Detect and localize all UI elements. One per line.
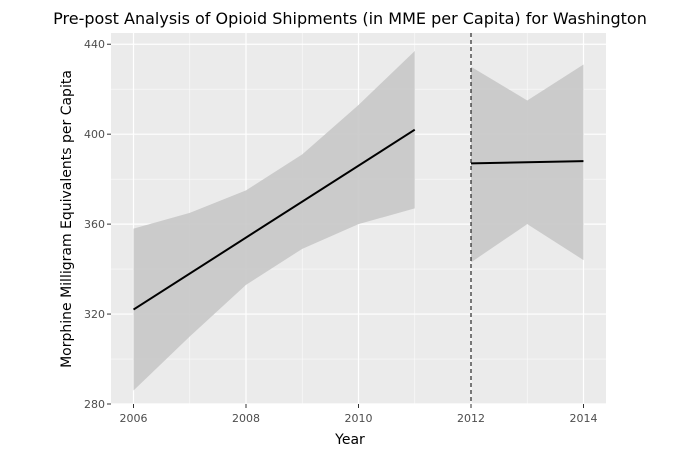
x-tick-label: 2006 — [120, 412, 148, 425]
y-tick-labels: 280 320 360 400 440 — [84, 38, 105, 411]
post-confidence-ribbon — [471, 64, 584, 263]
y-tick-label: 320 — [84, 308, 105, 321]
y-tick-label: 360 — [84, 218, 105, 231]
x-tick-label: 2008 — [232, 412, 260, 425]
axis-ticks — [107, 43, 584, 408]
x-tick-label: 2012 — [457, 412, 485, 425]
post-trend-line — [470, 160, 584, 165]
x-tick-label: 2010 — [345, 412, 373, 425]
pre-trend-line — [132, 128, 416, 311]
y-tick-label: 440 — [84, 38, 105, 51]
y-tick-label: 280 — [84, 398, 105, 411]
x-tick-label: 2014 — [570, 412, 598, 425]
x-axis-title: Year — [334, 432, 365, 448]
y-axis-title: Morphine Milligram Equivalents per Capit… — [59, 70, 75, 368]
trend-lines — [132, 128, 584, 311]
x-tick-labels: 2006 2008 2010 2012 2014 — [120, 412, 598, 425]
y-tick-label: 400 — [84, 128, 105, 141]
chart-title: Pre-post Analysis of Opioid Shipments (i… — [53, 9, 647, 28]
